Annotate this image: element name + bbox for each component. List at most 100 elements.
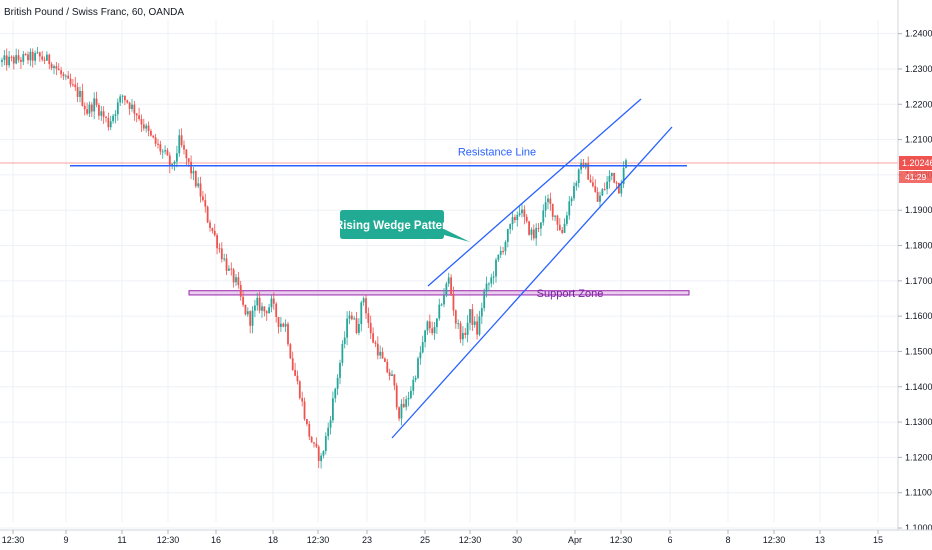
- candle-body: [336, 377, 339, 389]
- candle-body: [369, 322, 372, 334]
- candle-body: [606, 181, 608, 190]
- time-axis-background: [0, 530, 932, 550]
- candle-body: [322, 451, 325, 456]
- price-tick-label: 1.11000: [905, 488, 932, 498]
- candle-body: [206, 206, 209, 223]
- candle-body: [317, 446, 320, 462]
- price-tick-label: 1.19000: [905, 205, 932, 215]
- candle-body: [69, 78, 72, 85]
- candle-body: [549, 198, 552, 204]
- candle-body: [275, 303, 278, 318]
- candle-body: [116, 102, 119, 115]
- candle-body: [525, 216, 528, 222]
- candle-body: [372, 333, 374, 343]
- candle-body: [261, 306, 263, 311]
- time-tick-label: 13: [815, 535, 825, 545]
- price-tick-label: 1.21000: [905, 135, 932, 145]
- price-tick-label: 1.23000: [905, 64, 932, 74]
- candle-body: [452, 293, 455, 311]
- candle-body: [102, 111, 105, 117]
- candle-body: [62, 74, 65, 77]
- candle-body: [462, 333, 464, 340]
- grid: [0, 20, 898, 529]
- candle-body: [384, 358, 386, 362]
- candle-body: [485, 283, 488, 292]
- candle-body: [502, 250, 504, 252]
- candle-body: [528, 221, 530, 235]
- candle-body: [60, 70, 62, 75]
- candle-body: [131, 104, 133, 109]
- candle-body: [147, 125, 150, 131]
- candle-body: [88, 104, 91, 114]
- candle-body: [360, 302, 363, 324]
- candle-body: [31, 51, 34, 61]
- candle-body: [284, 323, 287, 327]
- candle-body: [187, 158, 190, 162]
- candle-body: [109, 121, 112, 128]
- candle-body: [558, 224, 561, 231]
- time-tick-label: 11: [117, 535, 126, 545]
- candle-body: [291, 358, 294, 371]
- price-tick-label: 1.22000: [905, 99, 932, 109]
- candle-body: [81, 90, 84, 106]
- candle-body: [10, 56, 13, 58]
- last-price-label: 1.20246: [902, 158, 932, 168]
- candle-body: [294, 370, 296, 376]
- candle-body: [128, 102, 131, 109]
- candle-body: [573, 186, 575, 199]
- support-zone: [188, 290, 690, 296]
- candles: [1, 46, 627, 469]
- candle-body: [478, 316, 481, 335]
- candle-body: [152, 135, 155, 138]
- candle-body: [15, 55, 18, 64]
- candle-body: [50, 64, 53, 69]
- time-tick-label: 12:30: [2, 535, 25, 545]
- candle-body: [464, 333, 467, 335]
- candle-body: [542, 210, 545, 223]
- candle-body: [209, 222, 211, 229]
- candle-body: [341, 343, 344, 363]
- candle-body: [244, 304, 247, 315]
- time-tick-label: 8: [725, 535, 730, 545]
- candle-body: [537, 227, 540, 229]
- candle-body: [388, 372, 391, 377]
- candle-body: [192, 171, 195, 174]
- price-tick-label: 1.13000: [905, 417, 932, 427]
- candle-body: [310, 436, 313, 443]
- candle-body: [57, 68, 60, 71]
- candle-body: [327, 427, 330, 437]
- candle-body: [27, 54, 29, 61]
- candle-body: [514, 217, 516, 221]
- candle-body: [386, 361, 389, 373]
- candle-body: [476, 321, 478, 335]
- candle-body: [107, 117, 110, 128]
- candle-body: [362, 298, 365, 303]
- price-tick-label: 1.16000: [905, 311, 932, 321]
- time-tick-label: Apr: [568, 535, 582, 545]
- price-tick-label: 1.10000: [905, 523, 932, 533]
- candle-body: [618, 182, 620, 194]
- candle-body: [469, 309, 471, 323]
- candle-body: [506, 229, 509, 242]
- countdown-badge: [899, 171, 932, 183]
- candle-body: [353, 318, 356, 320]
- time-tick-label: 12:30: [157, 535, 180, 545]
- candle-body: [603, 189, 606, 191]
- candle-body: [592, 182, 594, 187]
- candle-body: [334, 388, 337, 399]
- candle-body: [265, 311, 268, 314]
- candle-body: [53, 66, 55, 69]
- candle-body: [270, 298, 273, 308]
- candle-body: [268, 307, 270, 314]
- time-tick-label: 30: [512, 535, 522, 545]
- candle-body: [488, 283, 490, 285]
- candle-body: [596, 191, 599, 202]
- candle-body: [72, 84, 74, 86]
- candle-body: [218, 248, 221, 250]
- candle-body: [303, 401, 306, 420]
- candle-body: [483, 291, 486, 309]
- candle-body: [379, 351, 382, 356]
- candle-body: [256, 297, 259, 306]
